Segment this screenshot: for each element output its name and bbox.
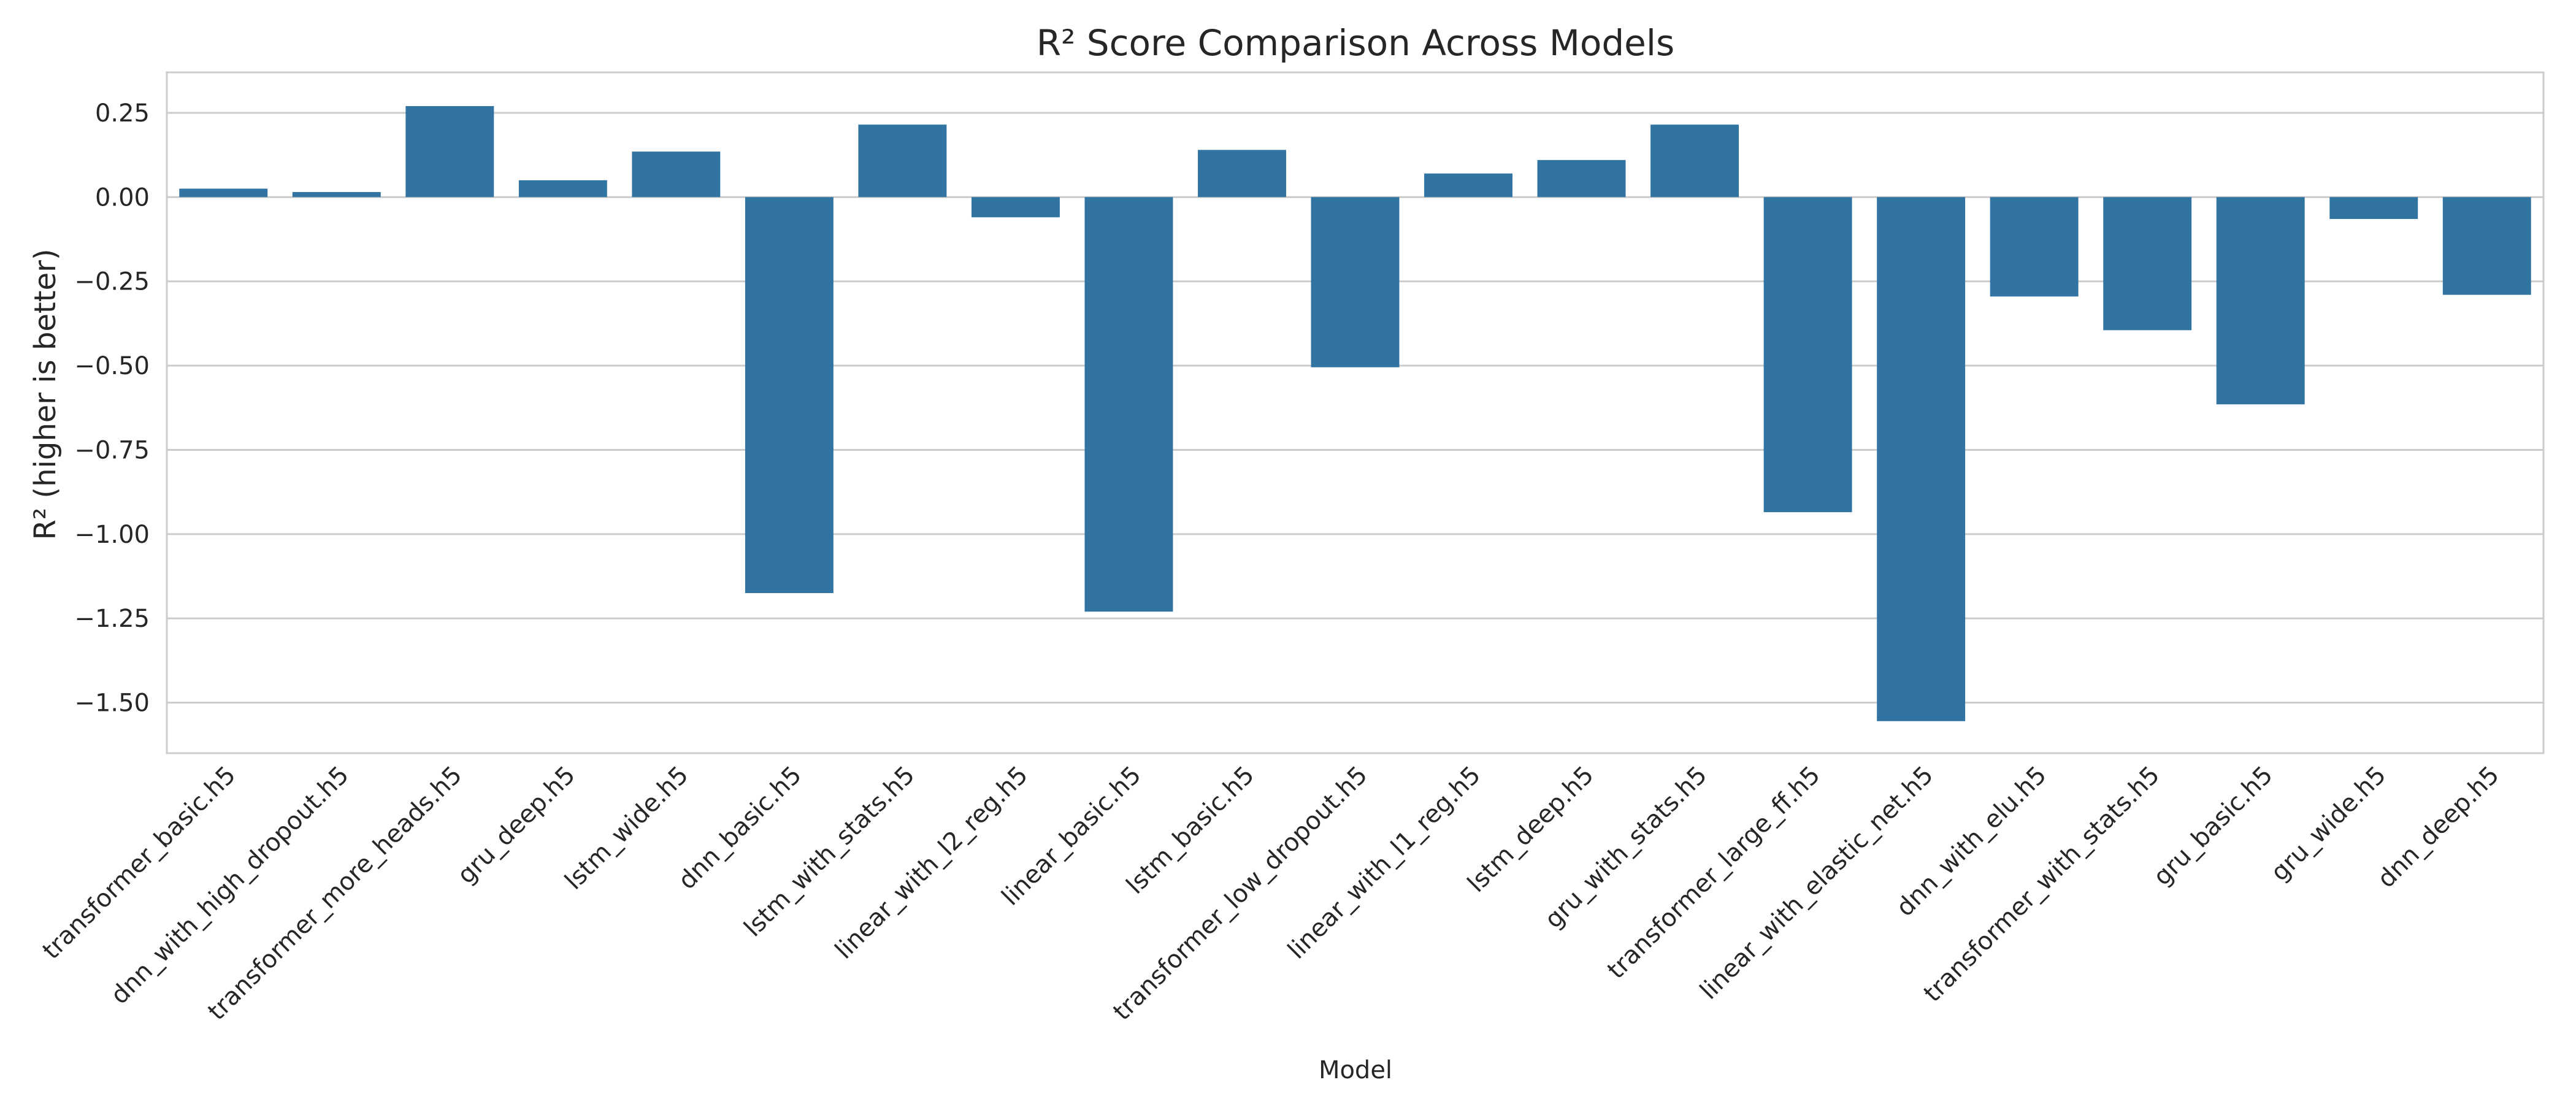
y-tick-label: 0.25 xyxy=(95,99,150,128)
x-tick-label: transformer_with_stats.h5 xyxy=(1919,761,2165,1008)
x-tick-label: transformer_more_heads.h5 xyxy=(202,761,467,1026)
bar xyxy=(179,188,268,197)
bar xyxy=(1650,125,1739,197)
bar xyxy=(858,125,947,197)
bars xyxy=(179,105,2531,721)
plot-frame xyxy=(166,71,2545,754)
bar xyxy=(1990,197,2079,297)
bar xyxy=(745,197,834,593)
x-tick-label: linear_with_l1_reg.h5 xyxy=(1282,761,1486,965)
x-tick-label: linear_with_l2_reg.h5 xyxy=(830,761,1033,965)
bar xyxy=(2442,197,2531,295)
bar xyxy=(1537,159,1626,197)
x-tick-label: gru_deep.h5 xyxy=(452,761,581,890)
y-tick-label: −1.00 xyxy=(74,521,150,549)
x-tick-label: dnn_deep.h5 xyxy=(2372,761,2505,894)
bar xyxy=(1763,197,1852,513)
x-tick-label: gru_basic.h5 xyxy=(2148,761,2279,892)
y-axis-label: R² (higher is better) xyxy=(28,249,63,540)
y-tick-label: −0.50 xyxy=(74,352,150,380)
bar xyxy=(632,151,721,197)
y-tick-labels: 0.25 0.00 −0.25 −0.50 −0.75 −1.00 −1.25 −1.50 xyxy=(74,99,150,718)
x-tick-labels: transformer_basic.h5dnn_with_high_dropou… xyxy=(37,761,2505,1026)
y-tick-label: 0.00 xyxy=(95,183,150,212)
bar xyxy=(518,180,607,197)
y-tick-label: −1.50 xyxy=(74,689,150,718)
chart-title: R² Score Comparison Across Models xyxy=(1037,22,1674,64)
x-tick-label: dnn_with_high_dropout.h5 xyxy=(105,761,355,1010)
bar xyxy=(1084,197,1173,612)
y-tick-label: −1.25 xyxy=(74,605,150,633)
bar xyxy=(1424,173,1512,197)
bar xyxy=(292,192,381,197)
bar xyxy=(1198,150,1286,197)
x-axis-label: Model xyxy=(1319,1056,1392,1084)
bar xyxy=(1311,197,1400,367)
bar xyxy=(1877,197,1966,721)
bar xyxy=(2216,197,2305,405)
x-tick-label: transformer_large_ff.h5 xyxy=(1602,761,1826,985)
bar xyxy=(405,105,494,197)
bar xyxy=(971,197,1060,218)
y-tick-label: −0.75 xyxy=(74,436,150,464)
x-tick-label: linear_with_elastic_net.h5 xyxy=(1695,761,1939,1005)
x-tick-label: transformer_basic.h5 xyxy=(37,761,242,965)
bar xyxy=(2103,197,2192,331)
bar xyxy=(2329,197,2418,220)
x-tick-label: gru_wide.h5 xyxy=(2266,761,2391,887)
y-tick-label: −0.25 xyxy=(74,268,150,296)
